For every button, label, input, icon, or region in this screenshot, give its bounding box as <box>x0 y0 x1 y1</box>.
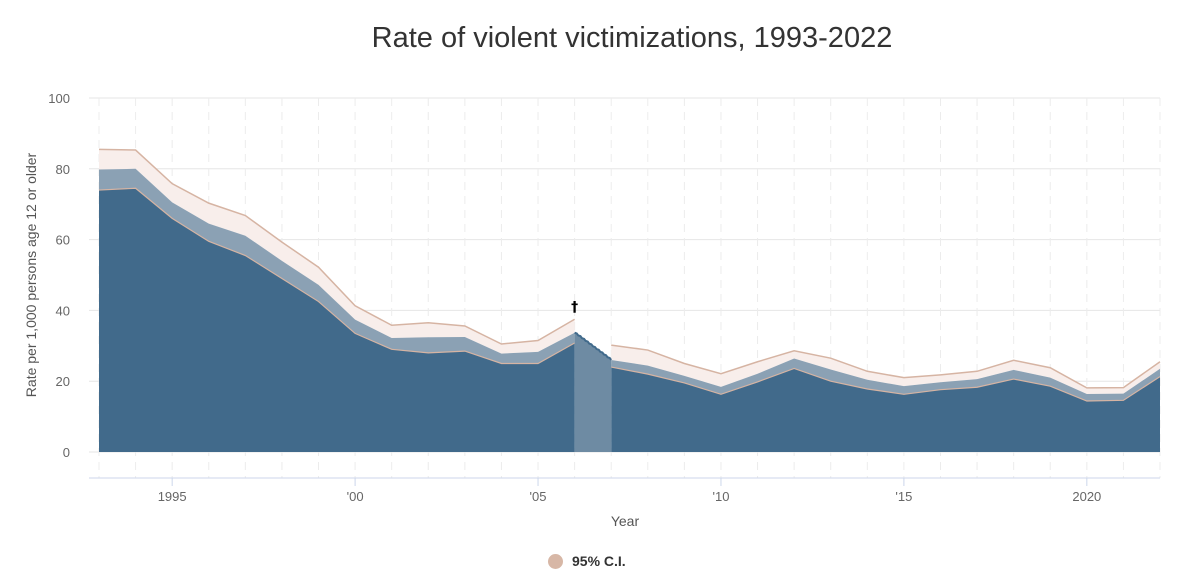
highlight-band <box>574 332 612 452</box>
ci-inner-band <box>611 358 1160 402</box>
y-tick-label: 60 <box>56 233 70 248</box>
chart-title: Rate of violent victimizations, 1993-202… <box>371 22 893 54</box>
axis-layer: 0 20 40 60 80 100 † 1995 '00 '05 '10 '15 2020 <box>48 91 1160 504</box>
y-tick-label: 100 <box>48 91 70 106</box>
ci-lower-line <box>611 366 1161 402</box>
legend-label: 95% C.I. <box>572 553 626 569</box>
ci-upper-band <box>99 149 575 354</box>
ci-upper-line <box>98 148 575 345</box>
x-tick-label: '05 <box>530 489 547 504</box>
rate-area <box>99 188 575 452</box>
highlight-edge <box>574 331 613 361</box>
dagger-marker: † <box>571 299 578 315</box>
x-tick-label: '00 <box>347 489 364 504</box>
x-tick-label: '10 <box>712 489 729 504</box>
y-tick-label: 40 <box>56 303 70 318</box>
ci-upper-band <box>611 345 1160 394</box>
area-layer <box>98 148 1161 452</box>
x-tick-label: 1995 <box>158 489 187 504</box>
x-axis-title: Year <box>611 513 640 529</box>
ci-lower-line <box>98 187 575 365</box>
ci-upper-line <box>611 344 1161 389</box>
y-tick-label: 80 <box>56 162 70 177</box>
y-tick-label: 20 <box>56 374 70 389</box>
legend-item-ci[interactable]: 95% C.I. <box>548 553 626 569</box>
rate-area <box>611 367 1160 452</box>
y-tick-label: 0 <box>63 445 70 460</box>
y-axis-title: Rate per 1,000 persons age 12 or older <box>23 152 39 397</box>
ci-inner-band <box>99 168 575 364</box>
legend-swatch <box>548 553 563 569</box>
x-tick-label: 2020 <box>1072 489 1101 504</box>
x-tick-label: '15 <box>895 489 912 504</box>
